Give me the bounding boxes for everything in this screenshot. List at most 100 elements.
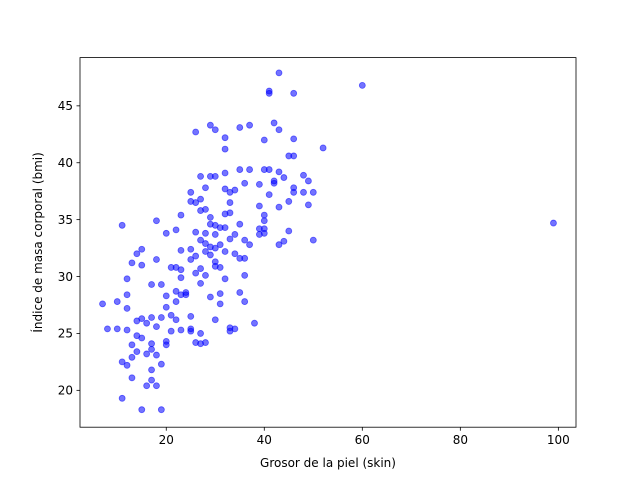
y-tick-label: 30 xyxy=(58,270,73,284)
data-point xyxy=(300,188,307,196)
data-point xyxy=(251,319,258,327)
data-point xyxy=(216,300,224,308)
data-point xyxy=(157,314,165,321)
plot-frame xyxy=(79,57,577,428)
data-point xyxy=(304,201,312,209)
data-point xyxy=(290,89,298,97)
data-point xyxy=(290,188,298,196)
data-point xyxy=(206,121,214,129)
data-point xyxy=(231,186,239,194)
data-point xyxy=(118,358,126,366)
data-point xyxy=(187,256,195,263)
data-point xyxy=(197,265,204,272)
data-point xyxy=(123,275,131,283)
data-point xyxy=(206,293,214,301)
data-point xyxy=(265,87,273,95)
data-point xyxy=(192,199,200,206)
data-point xyxy=(275,241,283,249)
data-point xyxy=(246,166,253,173)
data-point xyxy=(182,291,190,299)
data-point xyxy=(133,348,141,356)
data-point xyxy=(143,319,151,327)
data-point xyxy=(138,261,146,269)
data-point xyxy=(177,326,185,334)
data-point xyxy=(202,205,209,213)
data-point xyxy=(211,172,219,180)
data-point xyxy=(148,314,155,321)
data-point xyxy=(241,254,249,262)
data-point xyxy=(148,366,155,374)
data-point xyxy=(221,275,229,283)
data-point xyxy=(280,174,288,181)
x-tick-label: 20 xyxy=(159,433,174,447)
data-point xyxy=(187,327,195,335)
data-point xyxy=(192,128,200,136)
data-point xyxy=(187,245,195,253)
data-point xyxy=(241,236,249,244)
y-tick-label: 20 xyxy=(58,384,73,398)
data-point xyxy=(197,330,204,337)
data-point xyxy=(167,311,175,319)
data-point xyxy=(221,248,229,255)
data-point xyxy=(260,211,268,219)
data-point xyxy=(290,152,298,160)
data-point xyxy=(138,406,146,414)
data-point xyxy=(187,188,195,196)
data-point xyxy=(255,202,263,210)
data-point xyxy=(162,341,170,349)
data-point xyxy=(153,382,160,390)
y-tick-label: 35 xyxy=(58,213,73,227)
data-point xyxy=(275,126,283,134)
data-point xyxy=(192,269,200,277)
data-point xyxy=(216,290,224,298)
data-point xyxy=(148,345,155,353)
data-point xyxy=(123,361,131,369)
data-point xyxy=(221,224,229,232)
x-tick-label: 60 xyxy=(355,433,370,447)
y-tick-label: 45 xyxy=(58,99,73,113)
data-point xyxy=(162,229,170,237)
data-point xyxy=(157,406,165,414)
x-axis-label: Grosor de la piel (skin) xyxy=(260,456,396,470)
data-point xyxy=(162,303,170,311)
data-point xyxy=(211,316,219,324)
data-point xyxy=(255,180,263,188)
data-point xyxy=(153,256,160,263)
data-point xyxy=(153,351,160,359)
ticks-layer: 20 40 60 80 100 20 25 30 35 40 45 xyxy=(58,99,570,447)
data-point xyxy=(133,250,141,258)
data-point xyxy=(241,271,249,279)
data-point xyxy=(309,236,317,244)
data-point xyxy=(265,166,273,173)
data-point xyxy=(319,144,327,152)
y-tick-label: 25 xyxy=(58,327,73,341)
data-point xyxy=(221,145,229,153)
data-point xyxy=(197,279,204,287)
data-point xyxy=(221,134,229,142)
data-point xyxy=(304,177,312,185)
data-point xyxy=(167,327,175,335)
data-point xyxy=(216,264,224,271)
data-point xyxy=(172,298,180,305)
data-point xyxy=(153,217,160,225)
data-point xyxy=(216,241,224,249)
data-point xyxy=(275,69,283,77)
data-point xyxy=(270,179,278,187)
data-point xyxy=(246,121,253,129)
data-point xyxy=(123,326,131,334)
data-point xyxy=(197,172,204,180)
data-point xyxy=(177,211,185,219)
data-point xyxy=(148,281,155,288)
data-point xyxy=(290,135,298,143)
data-point xyxy=(260,136,268,144)
data-point xyxy=(162,292,170,300)
data-point xyxy=(128,374,136,382)
data-point xyxy=(104,325,111,333)
data-point xyxy=(113,298,121,305)
data-point xyxy=(99,300,106,308)
data-point xyxy=(138,245,146,253)
data-point xyxy=(275,203,283,211)
data-point xyxy=(236,220,244,228)
